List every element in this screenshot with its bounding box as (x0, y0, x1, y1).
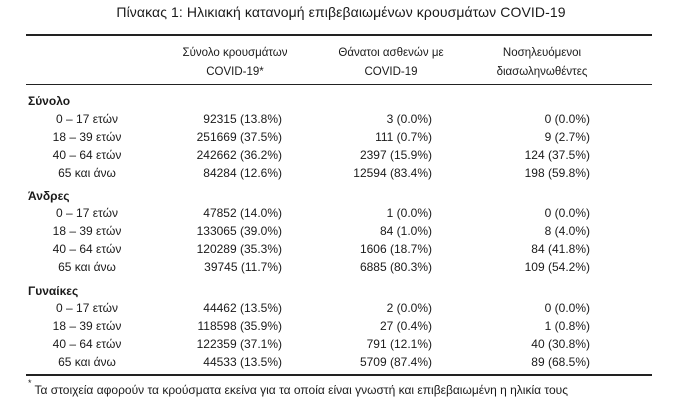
age-group-label: 40 – 64 ετών (52, 242, 122, 256)
intubated-cell: 89 (68.5%) (531, 355, 590, 369)
age-group-label: 65 και άνω (58, 260, 116, 274)
header-deaths-line2: COVID-19 (364, 66, 418, 78)
deaths-cell: 84 (1.0%) (379, 224, 432, 238)
header-total-cases-line2: COVID-19* (206, 66, 264, 78)
footnote: * Τα στοιχεία αφορούν τα κρούσματα εκείνα… (28, 378, 568, 397)
table-row: 18 – 39 ετών 251669 (37.5%) 111 (0.7%) 9… (0, 130, 682, 148)
intubated-cell: 1 (0.8%) (544, 319, 590, 333)
table-row: 40 – 64 ετών 120289 (35.3%) 1606 (18.7%)… (0, 242, 682, 260)
intubated-cell: 8 (4.0%) (544, 224, 590, 238)
cases-cell: 118598 (35.9%) (197, 319, 282, 333)
table-row: 65 και άνω 39745 (11.7%) 6885 (80.3%) 10… (0, 260, 682, 278)
deaths-cell: 5709 (87.4%) (359, 355, 432, 369)
intubated-cell: 0 (0.0%) (544, 206, 590, 220)
deaths-cell: 3 (0.0%) (386, 112, 432, 126)
age-group-label: 40 – 64 ετών (52, 148, 122, 162)
cases-cell: 242662 (36.2%) (196, 148, 282, 162)
age-group-label: 0 – 17 ετών (56, 206, 118, 220)
age-group-label: 18 – 39 ετών (52, 224, 122, 238)
deaths-cell: 791 (12.1%) (366, 337, 432, 351)
intubated-cell: 9 (2.7%) (544, 130, 590, 144)
table-row: 65 και άνω 84284 (12.6%) 12594 (83.4%) 1… (0, 166, 682, 184)
cases-cell: 84284 (12.6%) (203, 166, 282, 180)
top-rule (26, 34, 652, 36)
age-group-label: 65 και άνω (58, 166, 116, 180)
cases-cell: 120289 (35.3%) (196, 242, 282, 256)
intubated-cell: 109 (54.2%) (524, 260, 590, 274)
intubated-cell: 84 (41.8%) (531, 242, 590, 256)
age-group-label: 65 και άνω (58, 355, 116, 369)
header-total-cases: Σύνολο κρουσμάτων COVID-19* (160, 44, 310, 82)
age-group-label: 0 – 17 ετών (56, 112, 118, 126)
intubated-cell: 40 (30.8%) (531, 337, 590, 351)
deaths-cell: 6885 (80.3%) (359, 260, 432, 274)
deaths-cell: 2 (0.0%) (386, 301, 432, 315)
deaths-cell: 2397 (15.9%) (359, 148, 432, 162)
footnote-marker: * (28, 378, 32, 388)
deaths-cell: 1 (0.0%) (386, 206, 432, 220)
intubated-cell: 0 (0.0%) (544, 112, 590, 126)
cases-cell: 133065 (39.0%) (196, 224, 282, 238)
section-title-total: Σύνολο (28, 94, 71, 108)
table-row: 0 – 17 ετών 92315 (13.8%) 3 (0.0%) 0 (0.… (0, 112, 682, 130)
table-row: 40 – 64 ετών 122359 (37.1%) 791 (12.1%) … (0, 337, 682, 355)
cases-cell: 122359 (37.1%) (196, 337, 282, 351)
deaths-cell: 27 (0.4%) (379, 319, 432, 333)
table-title: Πίνακας 1: Ηλικιακή κατανομή επιβεβαιωμέ… (116, 4, 566, 20)
cases-cell: 44533 (13.5%) (203, 355, 282, 369)
age-group-label: 18 – 39 ετών (52, 319, 122, 333)
cases-cell: 92315 (13.8%) (203, 112, 282, 126)
bottom-rule (26, 374, 652, 376)
header-total-cases-line1: Σύνολο κρουσμάτων (182, 47, 288, 59)
section-title-men: Άνδρες (28, 189, 70, 203)
table-row: 0 – 17 ετών 47852 (14.0%) 1 (0.0%) 0 (0.… (0, 206, 682, 224)
header-deaths-line1: Θάνατοι ασθενών με (338, 47, 444, 59)
cases-cell: 44462 (13.5%) (203, 301, 282, 315)
age-group-label: 18 – 39 ετών (52, 130, 122, 144)
age-group-label: 0 – 17 ετών (56, 301, 118, 315)
header-rule (26, 84, 652, 85)
header-intubated-line1: Νοσηλευόμενοι (502, 47, 582, 59)
age-group-label: 40 – 64 ετών (52, 337, 122, 351)
intubated-cell: 0 (0.0%) (544, 301, 590, 315)
table-row: 40 – 64 ετών 242662 (36.2%) 2397 (15.9%)… (0, 148, 682, 166)
intubated-cell: 198 (59.8%) (524, 166, 590, 180)
deaths-cell: 12594 (83.4%) (353, 166, 432, 180)
intubated-cell: 124 (37.5%) (524, 148, 590, 162)
table-row: 65 και άνω 44533 (13.5%) 5709 (87.4%) 89… (0, 355, 682, 373)
cases-cell: 39745 (11.7%) (204, 260, 282, 274)
cases-cell: 47852 (14.0%) (203, 206, 282, 220)
footnote-text: Τα στοιχεία αφορούν τα κρούσματα εκείνα … (34, 383, 568, 397)
deaths-cell: 111 (0.7%) (375, 130, 432, 144)
header-intubated-line2: διασωληνωθέντες (496, 66, 588, 78)
table-row: 18 – 39 ετών 118598 (35.9%) 27 (0.4%) 1 … (0, 319, 682, 337)
header-deaths: Θάνατοι ασθενών με COVID-19 (316, 44, 466, 82)
table-row: 0 – 17 ετών 44462 (13.5%) 2 (0.0%) 0 (0.… (0, 301, 682, 319)
header-intubated: Νοσηλευόμενοι διασωληνωθέντες (462, 44, 622, 82)
deaths-cell: 1606 (18.7%) (359, 242, 432, 256)
section-title-women: Γυναίκες (28, 284, 79, 298)
cases-cell: 251669 (37.5%) (196, 130, 282, 144)
table-row: 18 – 39 ετών 133065 (39.0%) 84 (1.0%) 8 … (0, 224, 682, 242)
